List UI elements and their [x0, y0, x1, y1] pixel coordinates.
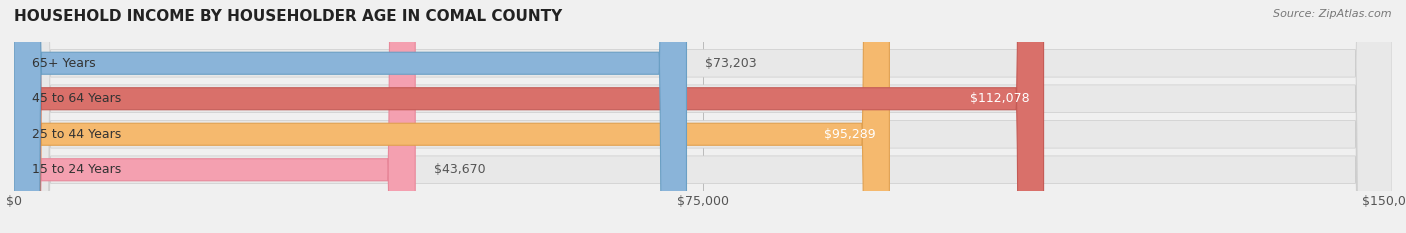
FancyBboxPatch shape	[14, 0, 1392, 233]
Text: 15 to 24 Years: 15 to 24 Years	[32, 163, 122, 176]
Text: $73,203: $73,203	[704, 57, 756, 70]
FancyBboxPatch shape	[14, 0, 1392, 233]
FancyBboxPatch shape	[14, 0, 890, 233]
Text: $43,670: $43,670	[433, 163, 485, 176]
FancyBboxPatch shape	[14, 0, 415, 233]
Text: Source: ZipAtlas.com: Source: ZipAtlas.com	[1274, 9, 1392, 19]
Text: 65+ Years: 65+ Years	[32, 57, 96, 70]
Text: $95,289: $95,289	[824, 128, 876, 141]
FancyBboxPatch shape	[14, 0, 1392, 233]
FancyBboxPatch shape	[14, 0, 686, 233]
Text: $112,078: $112,078	[970, 92, 1029, 105]
FancyBboxPatch shape	[14, 0, 1392, 233]
FancyBboxPatch shape	[14, 0, 1043, 233]
Text: 25 to 44 Years: 25 to 44 Years	[32, 128, 122, 141]
Text: HOUSEHOLD INCOME BY HOUSEHOLDER AGE IN COMAL COUNTY: HOUSEHOLD INCOME BY HOUSEHOLDER AGE IN C…	[14, 9, 562, 24]
Text: 45 to 64 Years: 45 to 64 Years	[32, 92, 122, 105]
